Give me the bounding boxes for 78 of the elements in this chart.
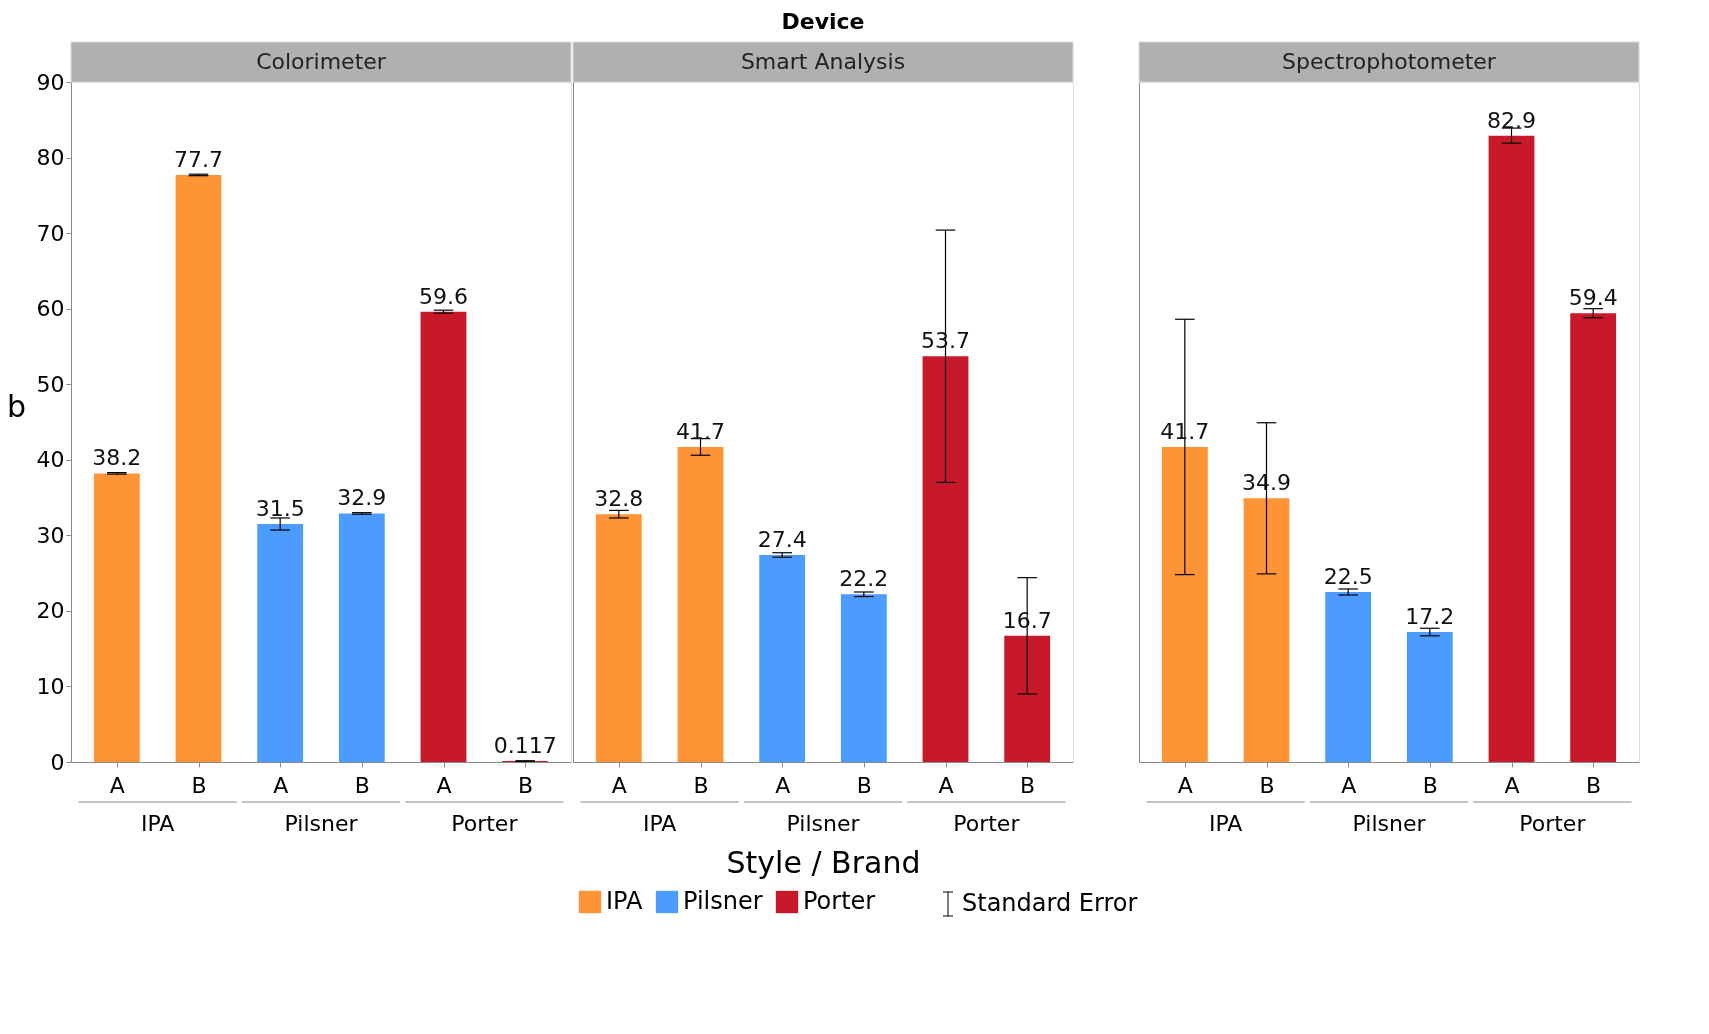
bar xyxy=(1004,635,1051,762)
data-label: 59.4 xyxy=(1568,285,1618,311)
text: Porter xyxy=(1519,811,1587,836)
data-label: 22.5 xyxy=(1323,564,1373,589)
text: Standard Error xyxy=(962,889,1138,917)
y-tick-label: 40 xyxy=(36,447,65,473)
y-tick-label: 20 xyxy=(36,598,65,624)
data-label: 41.7 xyxy=(676,418,725,444)
data-label: 59.6 xyxy=(419,283,468,309)
x-tick-label: B xyxy=(1586,772,1602,798)
text: Porter xyxy=(953,811,1020,836)
x-tick-label: B xyxy=(518,772,534,798)
bar xyxy=(759,554,806,762)
data-label: 32.9 xyxy=(337,485,387,511)
bar xyxy=(595,514,642,762)
y-tick-label: 60 xyxy=(36,296,65,322)
bar xyxy=(1243,498,1290,762)
y-tick-label: 70 xyxy=(36,220,65,246)
bar xyxy=(1325,592,1372,762)
x-tick-label: A xyxy=(109,772,125,798)
data-label: 31.5 xyxy=(255,496,305,521)
x-tick-label: A xyxy=(1341,772,1357,798)
bar xyxy=(1406,632,1453,762)
bar xyxy=(840,594,887,762)
legend-label: IPA xyxy=(606,887,644,915)
x-tick-label: B xyxy=(354,772,370,798)
x-tick-label: A xyxy=(938,772,954,798)
legend-label: Pilsner xyxy=(683,887,763,915)
x-tick-label: B xyxy=(1020,772,1036,798)
bar xyxy=(677,446,724,762)
data-label: 32.8 xyxy=(594,486,644,512)
text: Porter xyxy=(451,811,519,836)
data-label: 77.7 xyxy=(174,146,223,172)
text: IPA xyxy=(1208,811,1243,836)
x-tick-label: B xyxy=(856,772,872,798)
y-tick-label: 80 xyxy=(36,145,65,171)
y-tick-label: 90 xyxy=(36,69,65,95)
data-label: 27.4 xyxy=(757,526,807,552)
x-tick-label: A xyxy=(611,772,627,798)
bar xyxy=(1570,313,1617,762)
y-tick-label: 50 xyxy=(36,371,65,397)
x-tick-label: B xyxy=(191,772,207,798)
x-tick-label: A xyxy=(1177,772,1193,798)
data-label: 82.9 xyxy=(1487,107,1536,133)
x-tick-label: B xyxy=(1422,772,1438,798)
bar xyxy=(922,356,969,762)
x-tick-label: A xyxy=(775,772,791,798)
text: IPA xyxy=(642,811,677,836)
text: Device xyxy=(781,9,865,34)
bar xyxy=(175,174,222,762)
y-tick-label: 0 xyxy=(50,749,65,775)
x-tick-label: A xyxy=(273,772,289,798)
bar xyxy=(257,524,304,762)
text: Pilsner xyxy=(284,811,359,836)
y-tick-label: 30 xyxy=(36,522,65,548)
data-label: 0.117 xyxy=(493,733,557,759)
bar xyxy=(420,311,467,762)
chart-title: Smart Analysis xyxy=(740,49,906,74)
y-axis-title: b xyxy=(6,388,27,424)
bar xyxy=(338,513,385,762)
legend-label: Porter xyxy=(803,887,876,915)
bar xyxy=(1488,135,1535,762)
bar xyxy=(1161,446,1208,762)
text: Pilsner xyxy=(786,811,860,836)
text: Pilsner xyxy=(1352,811,1427,836)
data-label: 17.2 xyxy=(1405,604,1455,630)
x-tick-label: A xyxy=(1504,772,1520,798)
x-tick-label: B xyxy=(1259,772,1275,798)
bar xyxy=(93,473,140,762)
chart-title: Spectrophotometer xyxy=(1282,49,1497,74)
text: IPA xyxy=(140,811,175,836)
x-tick-label: B xyxy=(693,772,709,798)
y-tick-label: 10 xyxy=(36,673,65,699)
x-tick-label: A xyxy=(436,772,452,798)
data-label: 38.2 xyxy=(92,445,142,471)
x-axis-title: Style / Brand xyxy=(726,844,921,880)
chart-title: Colorimeter xyxy=(256,49,387,74)
data-label: 22.2 xyxy=(839,566,889,592)
